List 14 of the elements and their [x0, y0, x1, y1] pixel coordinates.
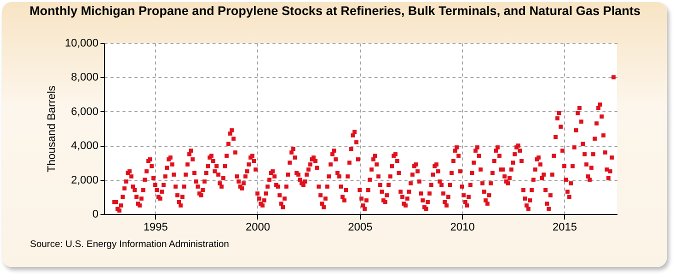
y-tick-label: 0: [92, 208, 98, 220]
x-tick-label: 2015: [552, 222, 577, 234]
y-tick-label: 4,000: [70, 140, 98, 152]
y-tick-label: 6,000: [70, 106, 98, 118]
y-tick-label: 10,000: [64, 38, 98, 50]
y-tick-label: 2,000: [70, 174, 98, 186]
x-tick-label: 2000: [246, 222, 270, 234]
chart-title: Monthly Michigan Propane and Propylene Stocks at Refineries, Bulk Terminals, and Natural Gas Plants: [28, 4, 642, 19]
y-axis-title: Thousand Barrels: [46, 85, 58, 172]
x-tick-label: 2005: [348, 222, 372, 234]
x-tick-label: 1995: [143, 222, 168, 234]
x-tick-label: 2010: [450, 222, 475, 234]
y-tick-label: 8,000: [70, 72, 98, 84]
source-note: Source: U.S. Energy Information Administration: [30, 239, 230, 250]
